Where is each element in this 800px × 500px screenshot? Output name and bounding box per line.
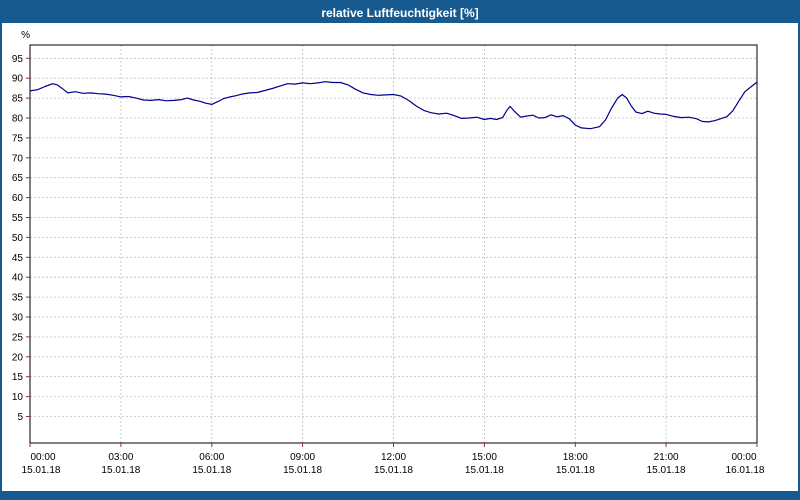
chart-area: 95 90 85 80 75 70 65 60 55 50 45 40 35 30 25 20 15 10 5% 00… [2, 23, 798, 491]
title-bar: relative Luftfeuchtigkeit [%] [2, 2, 798, 23]
svg-text:%: % [21, 30, 30, 41]
svg-text:30: 30 [12, 313, 24, 324]
chart-title: relative Luftfeuchtigkeit [%] [321, 5, 479, 20]
svg-text:15: 15 [12, 372, 24, 383]
svg-text:15.01.18: 15.01.18 [465, 465, 504, 476]
svg-text:15.01.18: 15.01.18 [101, 465, 140, 476]
svg-text:09:00: 09:00 [290, 452, 315, 463]
svg-text:25: 25 [12, 332, 24, 343]
svg-text:55: 55 [12, 213, 24, 224]
svg-text:85: 85 [12, 94, 24, 105]
svg-text:06:00: 06:00 [199, 452, 224, 463]
svg-text:90: 90 [12, 74, 24, 85]
svg-text:15.01.18: 15.01.18 [556, 465, 595, 476]
svg-text:15.01.18: 15.01.18 [192, 465, 231, 476]
svg-text:45: 45 [12, 253, 24, 264]
svg-text:65: 65 [12, 173, 24, 184]
svg-text:95: 95 [12, 54, 24, 65]
svg-text:16.01.18: 16.01.18 [726, 465, 765, 476]
svg-text:15:00: 15:00 [472, 452, 497, 463]
svg-text:00:00: 00:00 [30, 452, 55, 463]
svg-text:15.01.18: 15.01.18 [374, 465, 413, 476]
svg-text:50: 50 [12, 233, 24, 244]
svg-text:40: 40 [12, 273, 24, 284]
svg-text:20: 20 [12, 352, 24, 363]
svg-text:70: 70 [12, 153, 24, 164]
humidity-line-chart: 95 90 85 80 75 70 65 60 55 50 45 40 35 30 25 20 15 10 5% 00… [12, 30, 765, 476]
svg-text:80: 80 [12, 114, 24, 125]
svg-text:00:00: 00:00 [731, 452, 756, 463]
svg-text:12:00: 12:00 [381, 452, 406, 463]
svg-text:03:00: 03:00 [108, 452, 133, 463]
svg-text:5: 5 [17, 412, 23, 423]
svg-text:35: 35 [12, 293, 24, 304]
svg-text:60: 60 [12, 193, 24, 204]
svg-text:18:00: 18:00 [563, 452, 588, 463]
svg-text:75: 75 [12, 133, 24, 144]
svg-text:10: 10 [12, 392, 24, 403]
svg-text:15.01.18: 15.01.18 [647, 465, 686, 476]
svg-text:15.01.18: 15.01.18 [283, 465, 322, 476]
bottom-bar [2, 491, 798, 498]
svg-text:15.01.18: 15.01.18 [22, 465, 61, 476]
svg-text:21:00: 21:00 [654, 452, 679, 463]
